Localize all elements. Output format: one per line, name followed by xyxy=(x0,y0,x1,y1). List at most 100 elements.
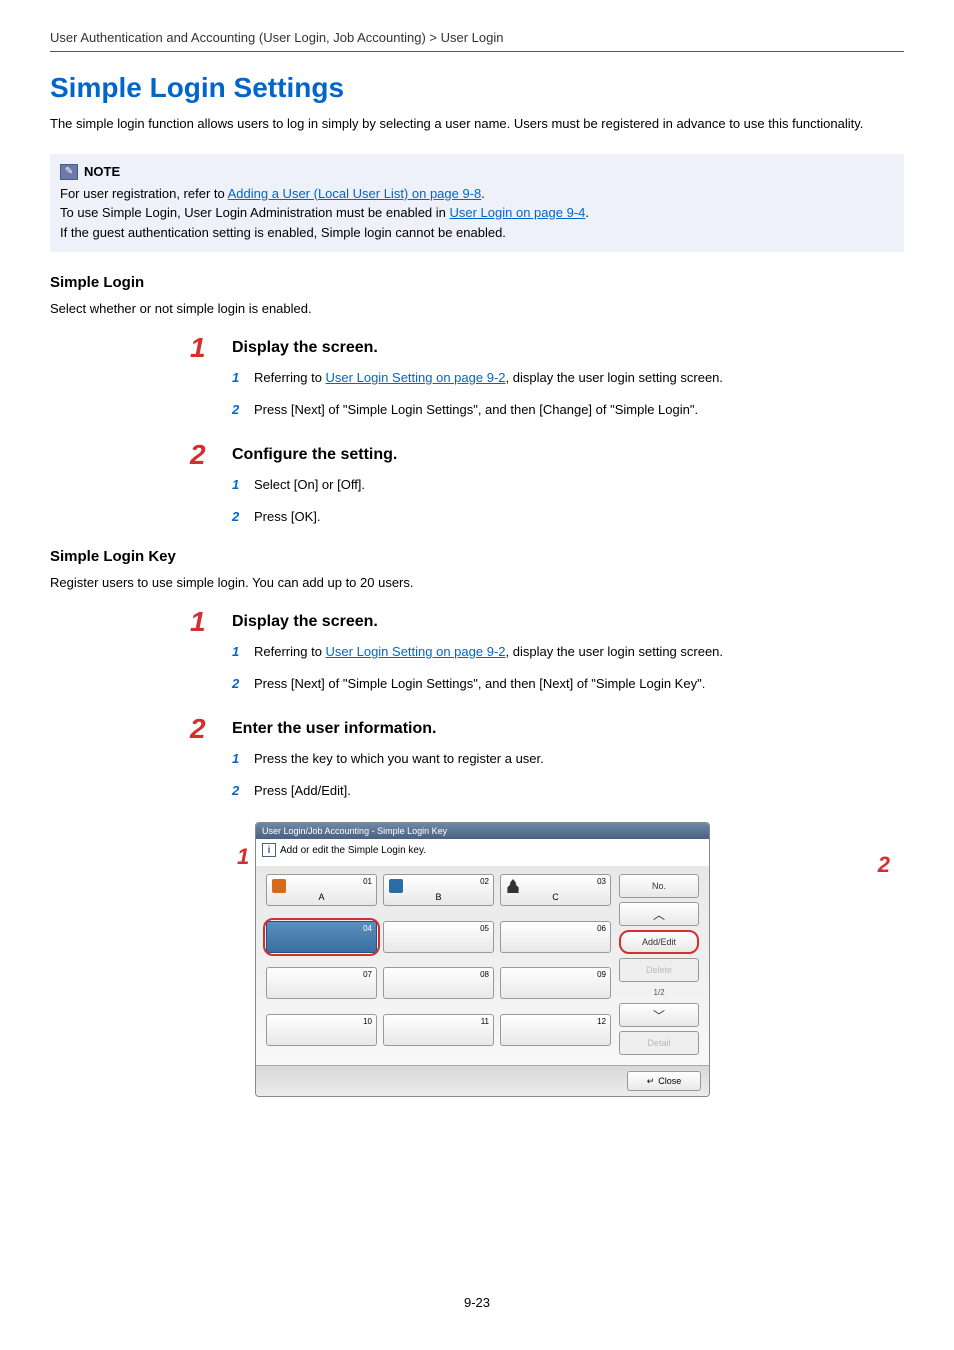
substep-text: Press the key to which you want to regis… xyxy=(254,749,544,769)
login-key-03[interactable]: 03 C xyxy=(500,874,611,906)
key-number: 01 xyxy=(363,877,372,886)
note-label: NOTE xyxy=(84,164,120,179)
substep-number: 1 xyxy=(232,368,254,388)
substep-text: Referring to User Login Setting on page … xyxy=(254,368,723,388)
step-number: 1 xyxy=(190,334,232,362)
substep-number: 1 xyxy=(232,749,254,769)
section2-desc: Register users to use simple login. You … xyxy=(50,575,904,590)
section2-step2: 2 Enter the user information. xyxy=(190,715,904,743)
sub1-post: , display the user login setting screen. xyxy=(506,370,724,385)
step-number: 2 xyxy=(190,441,232,469)
note-line2-post: . xyxy=(585,205,589,220)
note-line1-post: . xyxy=(481,186,485,201)
note-line1-pre: For user registration, refer to xyxy=(60,186,228,201)
person-icon xyxy=(506,879,520,893)
key-label: B xyxy=(384,892,493,902)
key-label: C xyxy=(501,892,610,902)
sub1-post: , display the user login setting screen. xyxy=(506,644,724,659)
blue-icon xyxy=(389,879,403,893)
login-key-05[interactable]: 05 xyxy=(383,921,494,953)
delete-button[interactable]: Delete xyxy=(619,958,699,982)
step-number: 2 xyxy=(190,715,232,743)
login-key-04[interactable]: 04 xyxy=(266,921,377,953)
note-line2-pre: To use Simple Login, User Login Administ… xyxy=(60,205,450,220)
key-number: 11 xyxy=(481,1017,489,1026)
add-edit-button[interactable]: Add/Edit xyxy=(619,930,699,954)
note-box: ✎ NOTE For user registration, refer to A… xyxy=(50,154,904,253)
panel-message: i Add or edit the Simple Login key. xyxy=(256,839,709,866)
scroll-up-button[interactable]: ︿ xyxy=(619,902,699,926)
return-icon: ↵ xyxy=(647,1076,655,1087)
login-key-10[interactable]: 10 xyxy=(266,1014,377,1046)
sub1-link[interactable]: User Login Setting on page 9-2 xyxy=(326,370,506,385)
login-key-08[interactable]: 08 xyxy=(383,967,494,999)
breadcrumb: User Authentication and Accounting (User… xyxy=(50,30,904,52)
panel-body: 01 A 02 B 03 C 04 05 06 07 08 09 10 11 12 No. ︿ Add/Ed… xyxy=(256,866,709,1065)
note-icon: ✎ xyxy=(60,164,78,180)
section1-heading: Simple Login xyxy=(50,274,904,291)
login-key-02[interactable]: 02 B xyxy=(383,874,494,906)
note-body: For user registration, refer to Adding a… xyxy=(60,184,894,243)
side-column: No. ︿ Add/Edit Delete 1/2 ﹀ Detail xyxy=(619,874,699,1055)
substep-number: 1 xyxy=(232,475,254,495)
key-number: 09 xyxy=(597,970,606,979)
login-key-07[interactable]: 07 xyxy=(266,967,377,999)
login-key-09[interactable]: 09 xyxy=(500,967,611,999)
key-number: 10 xyxy=(363,1017,372,1026)
section1-step2: 2 Configure the setting. xyxy=(190,441,904,469)
login-key-06[interactable]: 06 xyxy=(500,921,611,953)
close-button[interactable]: ↵ Close xyxy=(627,1071,701,1091)
key-number: 08 xyxy=(480,970,489,979)
panel-titlebar: User Login/Job Accounting - Simple Login… xyxy=(256,823,709,839)
substep-text: Press [Add/Edit]. xyxy=(254,781,351,801)
key-number: 02 xyxy=(480,877,489,886)
sub1-link[interactable]: User Login Setting on page 9-2 xyxy=(326,644,506,659)
panel-footer: ↵ Close xyxy=(256,1065,709,1096)
substep-number: 2 xyxy=(232,507,254,527)
detail-button[interactable]: Detail xyxy=(619,1031,699,1055)
step-number: 1 xyxy=(190,608,232,636)
note-line3: If the guest authentication setting is e… xyxy=(60,223,894,243)
substep-text: Select [On] or [Off]. xyxy=(254,475,365,495)
login-key-12[interactable]: 12 xyxy=(500,1014,611,1046)
operation-panel: User Login/Job Accounting - Simple Login… xyxy=(255,822,710,1097)
login-key-11[interactable]: 11 xyxy=(383,1014,494,1046)
section2-heading: Simple Login Key xyxy=(50,548,904,565)
sub1-pre: Referring to xyxy=(254,370,326,385)
page-number: 9-23 xyxy=(0,1295,954,1310)
substep-number: 2 xyxy=(232,674,254,694)
key-number: 12 xyxy=(597,1017,606,1026)
callout-1: 1 xyxy=(237,844,249,870)
substep-number: 2 xyxy=(232,400,254,420)
no-button[interactable]: No. xyxy=(619,874,699,898)
substep-text: Referring to User Login Setting on page … xyxy=(254,642,723,662)
orange-icon xyxy=(272,879,286,893)
sub1-pre: Referring to xyxy=(254,644,326,659)
note-link-2[interactable]: User Login on page 9-4 xyxy=(450,205,586,220)
substep-text: Press [OK]. xyxy=(254,507,320,527)
page-title: Simple Login Settings xyxy=(50,72,904,104)
step-title: Display the screen. xyxy=(232,608,378,631)
page-indicator: 1/2 xyxy=(619,986,699,999)
login-key-01[interactable]: 01 A xyxy=(266,874,377,906)
key-number: 03 xyxy=(597,877,606,886)
step-title: Enter the user information. xyxy=(232,715,436,738)
intro-text: The simple login function allows users t… xyxy=(50,114,904,134)
substep-text: Press [Next] of "Simple Login Settings",… xyxy=(254,400,698,420)
substep-number: 1 xyxy=(232,642,254,662)
scroll-down-button[interactable]: ﹀ xyxy=(619,1003,699,1027)
key-grid: 01 A 02 B 03 C 04 05 06 07 08 09 10 11 12 xyxy=(266,874,611,1055)
step-title: Display the screen. xyxy=(232,334,378,357)
substep-number: 2 xyxy=(232,781,254,801)
note-link-1[interactable]: Adding a User (Local User List) on page … xyxy=(228,186,482,201)
callout-2: 2 xyxy=(878,852,890,878)
section2-step1: 1 Display the screen. xyxy=(190,608,904,636)
panel-wrapper: 1 2 User Login/Job Accounting - Simple L… xyxy=(255,822,904,1097)
close-label: Close xyxy=(658,1076,681,1086)
key-label: A xyxy=(267,892,376,902)
key-number: 07 xyxy=(363,970,372,979)
key-number: 05 xyxy=(480,924,489,933)
key-number: 04 xyxy=(363,924,372,933)
step-title: Configure the setting. xyxy=(232,441,397,464)
section1-step1: 1 Display the screen. xyxy=(190,334,904,362)
